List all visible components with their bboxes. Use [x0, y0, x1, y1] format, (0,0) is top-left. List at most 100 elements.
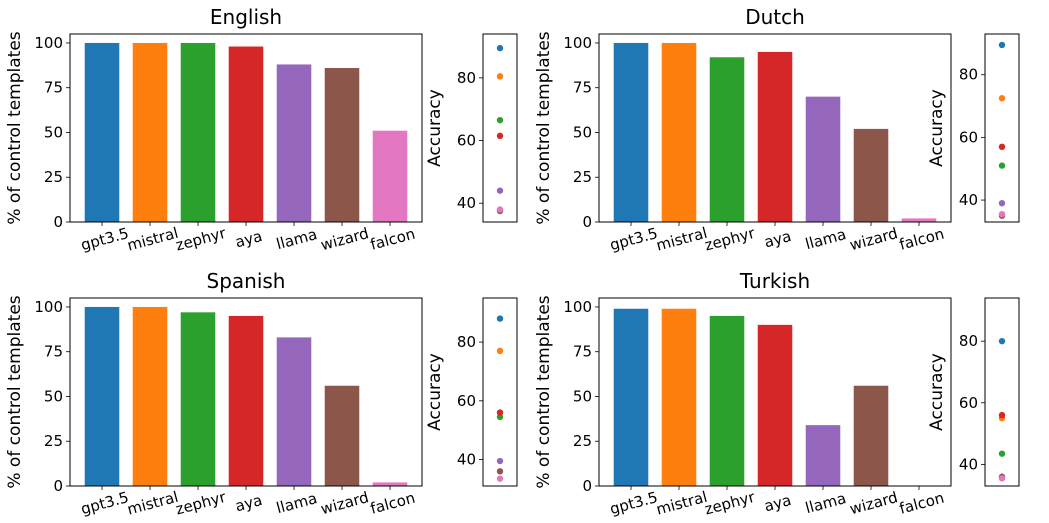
x-tick-label-spanish-llama: llama	[274, 489, 319, 517]
bar-dutch-aya	[757, 51, 793, 223]
accuracy-y-tick-label-turkish-60: 60	[959, 394, 978, 412]
bar-axes-frame-spanish	[69, 297, 423, 487]
bar-spanish-aya	[228, 315, 264, 486]
bar-english-wizard	[324, 68, 360, 223]
chart-title-spanish: Spanish	[207, 269, 286, 293]
accuracy-point-turkish-gpt3.5	[998, 337, 1006, 345]
y-tick-label-english-0: 0	[53, 213, 63, 231]
bar-turkish-zephyr	[709, 315, 745, 486]
bar-spanish-zephyr	[180, 312, 216, 486]
y-tick-label-english-75: 75	[44, 79, 63, 97]
y-tick-label-turkish-75: 75	[573, 343, 592, 361]
accuracy-point-turkish-aya	[998, 411, 1006, 419]
x-tick-label-english-falcon: falcon	[368, 225, 417, 254]
y-tick-label-spanish-100: 100	[34, 298, 63, 316]
bar-dutch-mistral	[661, 42, 697, 223]
y-tick-label-turkish-50: 50	[573, 387, 592, 405]
accuracy-y-tick-label-spanish-80: 80	[457, 333, 476, 351]
chart-title-dutch: Dutch	[745, 5, 805, 29]
x-tick-label-dutch-llama: llama	[803, 225, 848, 253]
accuracy-point-spanish-gpt3.5	[496, 315, 504, 322]
y-tick-label-dutch-100: 100	[563, 34, 592, 52]
accuracy-y-tick-label-turkish-80: 80	[959, 332, 978, 350]
accuracy-point-english-zephyr	[496, 116, 504, 124]
x-tick-label-spanish-gpt3.5: gpt3.5	[79, 488, 131, 518]
accuracy-point-spanish-mistral	[496, 347, 504, 355]
y-tick-label-spanish-75: 75	[44, 343, 63, 361]
x-tick-label-turkish-gpt3.5: gpt3.5	[608, 488, 660, 518]
x-tick-label-spanish-mistral: mistral	[125, 488, 180, 519]
x-tick-label-dutch-wizard: wizard	[848, 224, 900, 254]
bar-turkish-gpt3.5	[613, 308, 649, 486]
bar-dutch-zephyr	[709, 57, 745, 223]
accuracy-frame-spanish	[482, 297, 518, 487]
x-tick-label-english-llama: llama	[274, 225, 319, 253]
y-tick-label-spanish-25: 25	[44, 432, 63, 450]
y-tick-label-english-100: 100	[34, 34, 63, 52]
bar-spanish-gpt3.5	[84, 306, 120, 486]
accuracy-y-tick-label-dutch-60: 60	[959, 128, 978, 146]
accuracy-frame-turkish	[984, 297, 1020, 487]
accuracy-y-tick-label-spanish-40: 40	[457, 451, 476, 469]
bar-axes-frame-turkish	[598, 297, 952, 487]
x-tick-label-turkish-aya: aya	[762, 491, 793, 515]
bar-dutch-falcon	[901, 218, 937, 222]
accuracy-y-tick-label-turkish-40: 40	[959, 455, 978, 473]
y-axis-label-spanish: % of control templates	[5, 295, 25, 488]
x-tick-label-english-wizard: wizard	[319, 224, 371, 254]
bar-english-gpt3.5	[84, 42, 120, 223]
bar-spanish-mistral	[132, 306, 168, 486]
x-tick-label-turkish-wizard: wizard	[848, 488, 900, 518]
accuracy-y-tick-label-dutch-40: 40	[959, 191, 978, 209]
accuracy-point-dutch-llama	[998, 200, 1006, 207]
x-tick-label-dutch-zephyr: zephyr	[703, 224, 758, 255]
bar-spanish-wizard	[324, 385, 360, 486]
accuracy-point-turkish-falcon	[998, 475, 1006, 482]
bar-spanish-falcon	[372, 482, 408, 486]
accuracy-point-dutch-gpt3.5	[998, 41, 1006, 49]
bar-dutch-llama	[805, 96, 841, 222]
x-tick-label-turkish-zephyr: zephyr	[703, 488, 758, 519]
accuracy-point-english-gpt3.5	[496, 44, 504, 52]
x-tick-label-dutch-mistral: mistral	[654, 224, 709, 255]
accuracy-point-spanish-aya	[496, 409, 504, 416]
y-tick-label-dutch-25: 25	[573, 168, 592, 186]
bar-english-falcon	[372, 130, 408, 222]
x-tick-label-spanish-aya: aya	[233, 491, 264, 515]
x-tick-label-spanish-wizard: wizard	[319, 488, 371, 518]
bar-english-aya	[228, 46, 264, 223]
bar-turkish-aya	[757, 324, 793, 486]
accuracy-axis-label-turkish: Accuracy	[927, 353, 947, 431]
y-tick-label-turkish-25: 25	[573, 432, 592, 450]
x-tick-label-dutch-aya: aya	[762, 227, 793, 251]
accuracy-point-english-aya	[496, 132, 504, 140]
bar-english-llama	[276, 64, 312, 222]
accuracy-point-dutch-falcon	[998, 210, 1006, 218]
x-tick-label-dutch-falcon: falcon	[897, 225, 946, 254]
x-tick-label-dutch-gpt3.5: gpt3.5	[608, 224, 660, 254]
x-tick-label-turkish-llama: llama	[803, 489, 848, 517]
x-tick-label-turkish-mistral: mistral	[654, 488, 709, 519]
bar-dutch-gpt3.5	[613, 42, 649, 223]
accuracy-point-english-falcon	[496, 206, 504, 213]
accuracy-point-dutch-zephyr	[998, 162, 1006, 169]
x-tick-label-english-mistral: mistral	[125, 224, 180, 255]
bar-turkish-mistral	[661, 308, 697, 486]
y-tick-label-dutch-0: 0	[582, 213, 592, 231]
accuracy-point-turkish-zephyr	[998, 450, 1006, 457]
accuracy-frame-dutch	[984, 33, 1020, 223]
x-tick-label-spanish-zephyr: zephyr	[174, 488, 229, 519]
accuracy-point-spanish-llama	[496, 457, 504, 465]
accuracy-y-tick-label-english-60: 60	[457, 132, 476, 150]
accuracy-y-tick-label-spanish-60: 60	[457, 392, 476, 410]
accuracy-point-spanish-falcon	[496, 475, 504, 482]
accuracy-y-tick-label-dutch-80: 80	[959, 66, 978, 84]
x-tick-label-spanish-falcon: falcon	[368, 489, 417, 518]
y-axis-label-english: % of control templates	[5, 31, 25, 224]
bar-english-zephyr	[180, 42, 216, 223]
y-tick-label-turkish-100: 100	[563, 298, 592, 316]
y-tick-label-turkish-0: 0	[582, 477, 592, 495]
bar-turkish-wizard	[853, 385, 889, 486]
y-tick-label-spanish-50: 50	[44, 387, 63, 405]
